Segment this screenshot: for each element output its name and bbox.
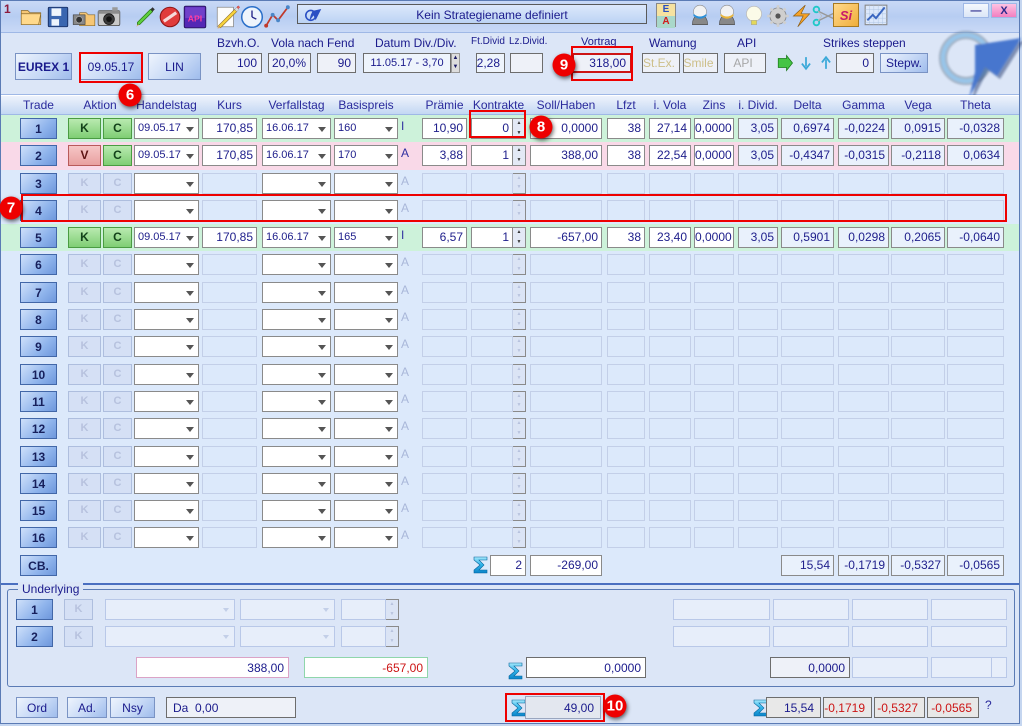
- svg-text:API: API: [188, 13, 202, 23]
